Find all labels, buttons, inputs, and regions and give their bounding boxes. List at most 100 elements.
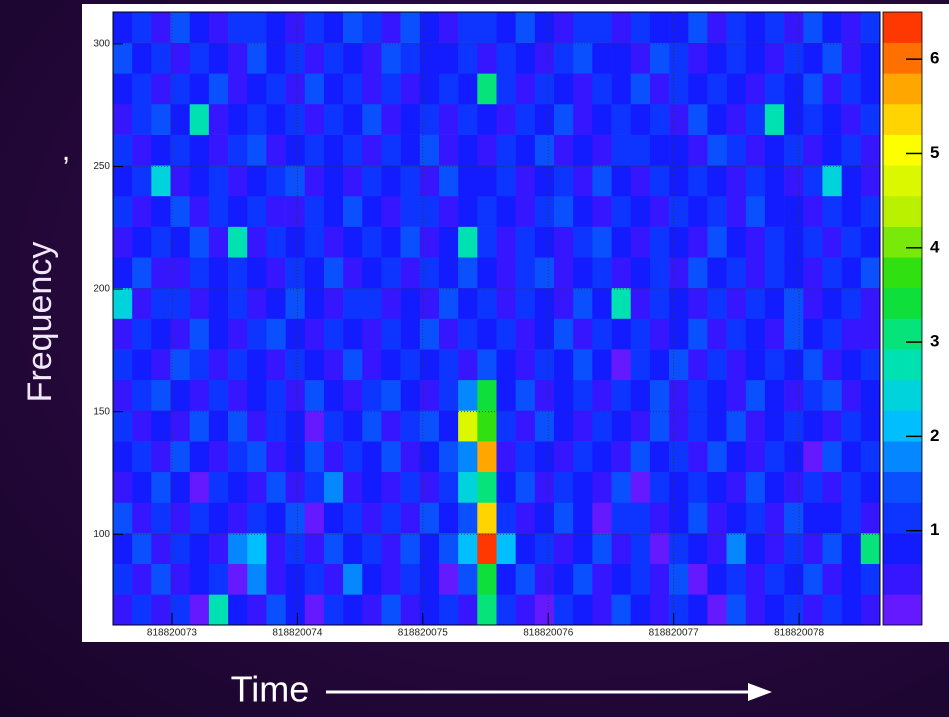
heat-cell — [554, 42, 574, 74]
heat-cell — [458, 226, 478, 258]
heat-cell — [611, 165, 632, 197]
heat-cell — [113, 563, 133, 595]
heat-cell — [630, 103, 651, 135]
heat-cell — [784, 73, 804, 105]
heat-cell — [151, 73, 171, 105]
heat-cell — [113, 441, 133, 473]
heat-cell — [496, 533, 516, 564]
heat-cell — [170, 563, 190, 595]
heat-cell — [515, 226, 536, 258]
heat-cell — [381, 471, 401, 503]
heat-cell — [554, 257, 574, 289]
heat-cell — [784, 502, 804, 534]
heat-cell — [419, 379, 440, 411]
heat-cell — [400, 594, 421, 626]
heat-cell — [228, 594, 248, 626]
heat-cell — [745, 73, 766, 105]
heat-cell — [343, 73, 363, 105]
heat-cell — [496, 410, 516, 442]
heat-cell — [362, 103, 382, 135]
heat-cell — [266, 226, 286, 258]
colorbar-band — [883, 195, 922, 227]
heat-cell — [573, 441, 593, 473]
heat-cell — [362, 226, 382, 258]
heat-cell — [554, 103, 574, 135]
heat-cell — [669, 410, 689, 442]
heat-cell — [764, 226, 785, 258]
heat-cell — [649, 73, 670, 105]
heat-cell — [323, 165, 344, 197]
heat-cell — [285, 533, 306, 564]
heat-cell — [304, 349, 325, 381]
heat-cell — [688, 12, 708, 43]
heat-cell — [554, 563, 574, 595]
heat-cell — [841, 103, 862, 135]
colorbar-band — [883, 12, 922, 43]
heat-cell — [592, 195, 612, 227]
heat-cell — [860, 287, 881, 319]
heat-cell — [573, 318, 593, 350]
heat-cell — [438, 134, 459, 166]
heat-cell — [745, 103, 766, 135]
heat-cell — [841, 195, 862, 227]
heat-cell — [228, 42, 248, 74]
heat-cell — [381, 441, 401, 473]
heat-cell — [707, 410, 727, 442]
heat-cell — [208, 226, 229, 258]
heat-cell — [745, 195, 766, 227]
heat-cell — [381, 318, 401, 350]
heat-cell — [477, 287, 497, 319]
heat-cell — [132, 287, 152, 319]
heat-cell — [400, 533, 421, 564]
heat-cell — [534, 195, 555, 227]
heat-cell — [764, 165, 785, 197]
heat-cell — [554, 594, 574, 626]
heat-cell — [362, 318, 382, 350]
heat-cell — [745, 502, 766, 534]
heat-cell — [247, 12, 267, 43]
heat-cell — [822, 103, 842, 135]
heat-cell — [764, 471, 785, 503]
heat-cell — [343, 12, 363, 43]
heat-cell — [228, 103, 248, 135]
heat-cell — [534, 441, 555, 473]
heat-cell — [707, 12, 727, 43]
heat-cell — [764, 318, 785, 350]
heat-cell — [381, 165, 401, 197]
heat-cell — [784, 42, 804, 74]
heat-cell — [669, 226, 689, 258]
heat-cell — [573, 594, 593, 626]
heat-cell — [477, 165, 497, 197]
heat-cell — [592, 226, 612, 258]
heat-cell — [323, 533, 344, 564]
heat-cell — [630, 349, 651, 381]
heat-cell — [304, 103, 325, 135]
heat-cell — [419, 349, 440, 381]
heat-cell — [381, 502, 401, 534]
heat-cell — [860, 42, 881, 74]
heat-cell — [438, 563, 459, 595]
heat-cell — [745, 410, 766, 442]
heat-cell — [362, 73, 382, 105]
heat-cell — [592, 441, 612, 473]
heat-cell — [534, 287, 555, 319]
heat-cell — [438, 103, 459, 135]
heat-cell — [170, 410, 190, 442]
heat-cell — [208, 441, 229, 473]
heat-cell — [208, 73, 229, 105]
heat-cell — [113, 103, 133, 135]
heat-cell — [419, 134, 440, 166]
heat-cell — [151, 410, 171, 442]
heat-cell — [573, 226, 593, 258]
heat-cell — [323, 42, 344, 74]
heat-cell — [151, 287, 171, 319]
heat-cell — [803, 594, 823, 626]
heat-cell — [170, 471, 190, 503]
heat-cell — [649, 42, 670, 74]
heat-cell — [573, 563, 593, 595]
heat-cell — [726, 134, 747, 166]
heat-cell — [573, 349, 593, 381]
heat-cell — [266, 471, 286, 503]
heat-cell — [285, 441, 306, 473]
heat-cell — [189, 257, 210, 289]
